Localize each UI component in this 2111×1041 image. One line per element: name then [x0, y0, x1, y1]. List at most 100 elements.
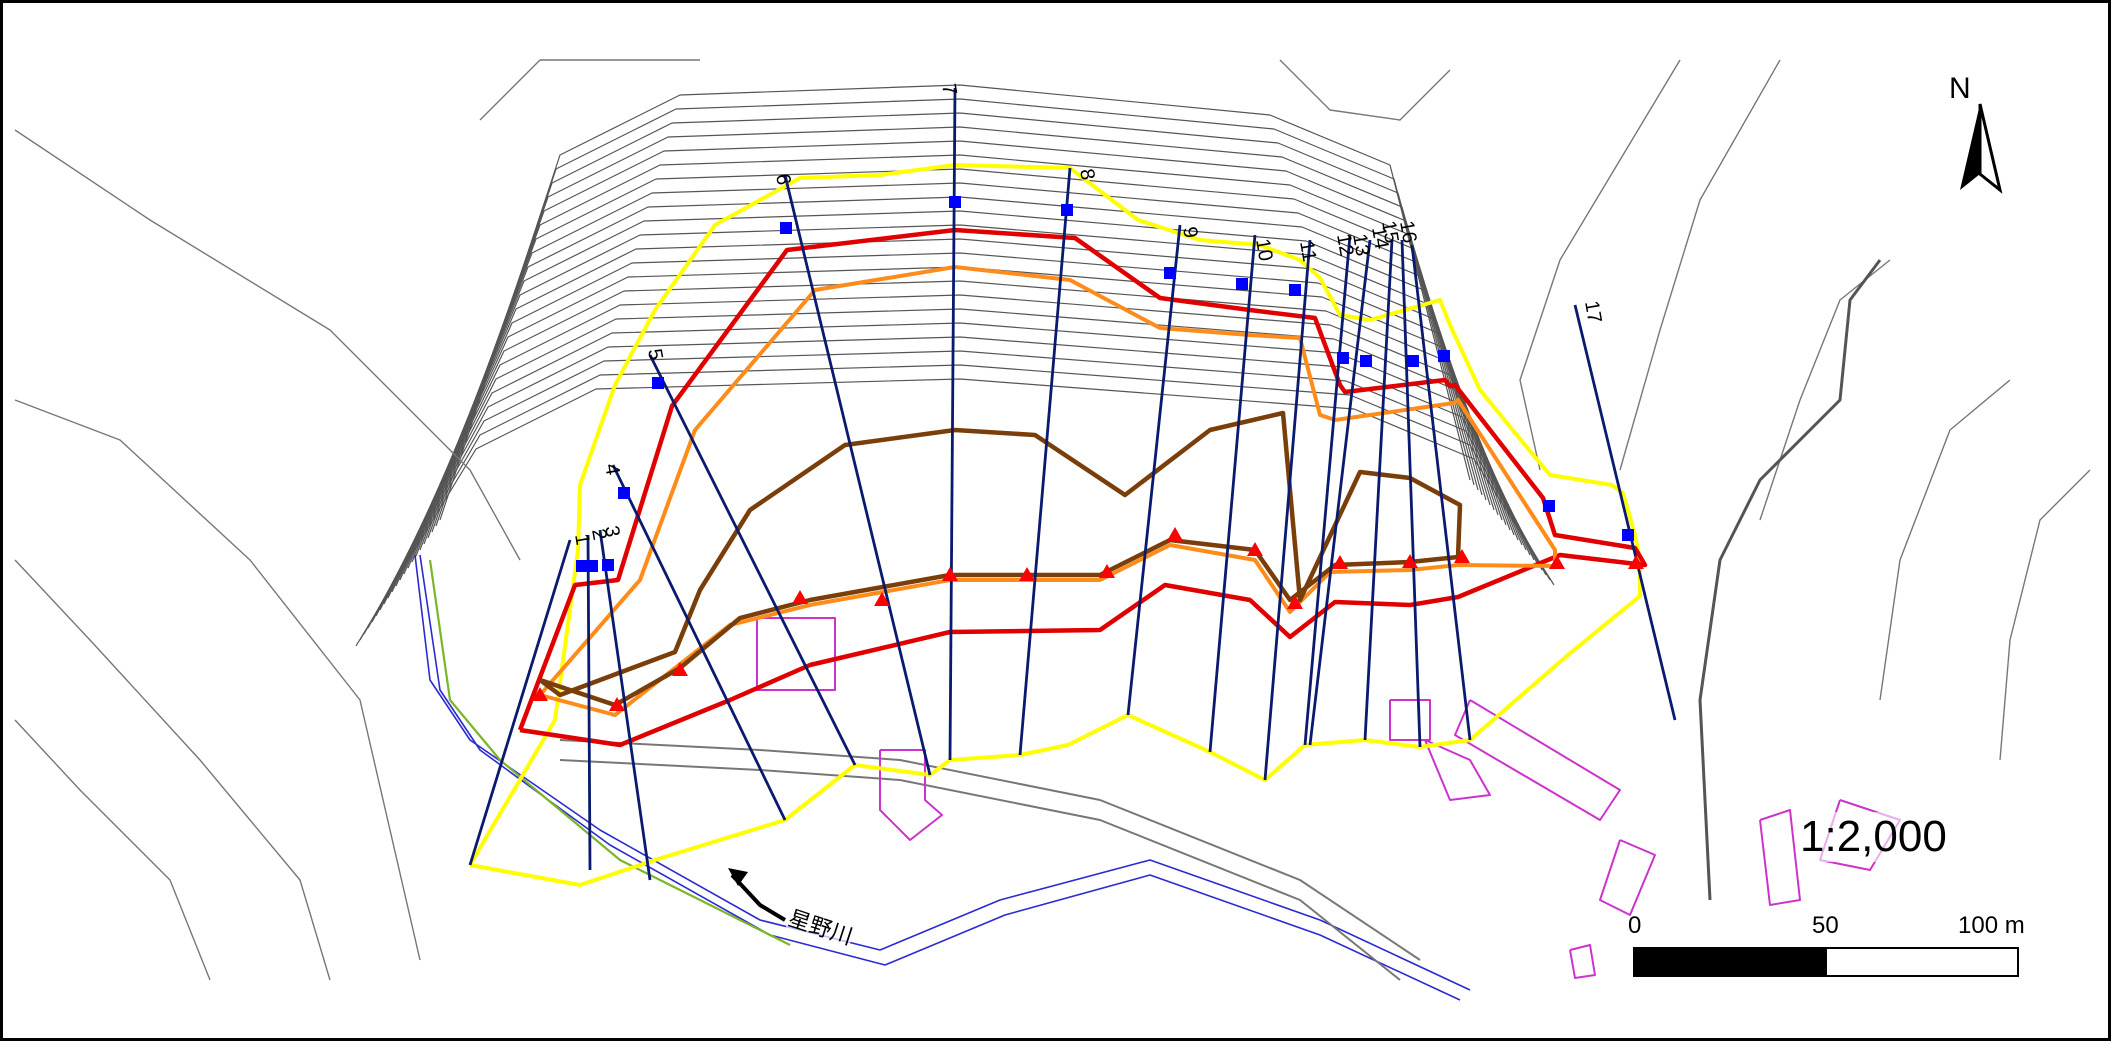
- toe-marker: [609, 697, 625, 711]
- markers: [532, 196, 1644, 711]
- survey-line: [1263, 239, 1312, 781]
- contour-line: [1999, 469, 2091, 761]
- top-marker: [652, 377, 664, 389]
- brown-slip-line: [538, 410, 1463, 708]
- scale-bar: [1633, 947, 2019, 977]
- roads-and-river: [414, 259, 1882, 1001]
- contour-line: [1619, 59, 1781, 471]
- contour-line: [399, 224, 1511, 581]
- top-marker: [576, 560, 588, 572]
- toe-marker: [1454, 549, 1470, 563]
- toe-marker: [874, 592, 890, 606]
- survey-line: [1363, 239, 1394, 741]
- building-outline: [879, 749, 943, 841]
- top-marker: [1337, 352, 1349, 364]
- survey-line-number: 8: [1075, 167, 1099, 182]
- survey-line: [468, 539, 572, 866]
- survey-line-number: 11: [1295, 239, 1320, 263]
- survey-line: [1208, 234, 1257, 753]
- contour-line: [359, 364, 1551, 641]
- building-outline: [1599, 839, 1656, 916]
- landslide-boundaries: [468, 163, 1648, 887]
- survey-lines: [468, 87, 1677, 881]
- survey-line-number: 5: [643, 347, 667, 362]
- top-marker: [949, 196, 961, 208]
- contour-line: [411, 182, 1499, 563]
- contour-line: [14, 129, 521, 561]
- contour-line: [375, 308, 1535, 617]
- survey-line: [1018, 167, 1072, 756]
- toe-marker: [1287, 595, 1303, 609]
- survey-line: [948, 87, 957, 761]
- survey-line: [1303, 234, 1352, 746]
- scale-tick-0: 0: [1628, 912, 1642, 939]
- road-line: [559, 739, 1421, 961]
- top-marker: [586, 560, 598, 572]
- survey-line-number: 4: [600, 462, 624, 477]
- contour-line: [363, 350, 1547, 635]
- survey-line-number: 3: [600, 524, 624, 539]
- north-arrow-icon: [1960, 103, 2003, 194]
- scale-ratio: 1:2,000: [1800, 812, 1947, 862]
- toe-marker: [1099, 564, 1115, 578]
- contour-line: [367, 336, 1543, 629]
- contour-line: [403, 210, 1507, 575]
- outer-boundary-line: [468, 163, 1642, 887]
- top-marker: [618, 487, 630, 499]
- top-marker: [1061, 204, 1073, 216]
- contour-line: [1279, 59, 1451, 121]
- survey-line-number: 2: [587, 527, 611, 542]
- survey-line: [1573, 304, 1677, 721]
- contour-line: [439, 84, 1471, 521]
- contour-line: [427, 126, 1483, 539]
- contour-line: [379, 294, 1531, 611]
- survey-line-number: 13: [1348, 232, 1374, 258]
- building-outline: [1424, 739, 1491, 801]
- building-outline: [1759, 809, 1801, 906]
- survey-line-number: 17: [1580, 299, 1606, 325]
- toe-marker: [792, 590, 808, 604]
- building-outline: [1569, 944, 1596, 979]
- contour-line: [14, 399, 421, 961]
- building-outline: [1454, 699, 1621, 821]
- contour-line: [395, 238, 1515, 587]
- survey-line-number: 16: [1395, 219, 1421, 245]
- red-slip-line: [517, 227, 1648, 748]
- orange-slip-line: [538, 265, 1557, 717]
- toe-marker: [1019, 567, 1035, 581]
- scale-tick-50: 50: [1812, 912, 1839, 939]
- top-marker: [780, 222, 792, 234]
- toe-marker: [1402, 554, 1418, 568]
- survey-line-number: 1: [570, 532, 594, 547]
- toe-marker: [672, 662, 688, 676]
- river-flow-arrow-icon: [728, 868, 787, 922]
- survey-line: [1410, 244, 1472, 741]
- north-label: N: [1949, 72, 1971, 105]
- contour-line: [419, 154, 1491, 551]
- contour-line: [479, 59, 700, 121]
- top-marker: [1360, 355, 1372, 367]
- survey-line-number: 15: [1377, 219, 1403, 245]
- contour-line: [383, 280, 1527, 605]
- contour-line: [423, 140, 1487, 545]
- survey-line-number: 10: [1251, 237, 1277, 263]
- survey-line: [586, 534, 592, 871]
- building-outline: [756, 617, 836, 691]
- top-marker: [1236, 278, 1248, 290]
- road-line: [559, 759, 1401, 981]
- survey-line: [611, 464, 787, 821]
- contour-line: [1759, 259, 1891, 521]
- contour-line: [14, 719, 211, 981]
- survey-line-number: 9: [1178, 225, 1202, 240]
- contour-line: [435, 98, 1475, 527]
- survey-line-number: 7: [937, 82, 961, 97]
- toe-marker: [532, 687, 548, 701]
- building-outline: [1389, 699, 1431, 741]
- contour-lines: [14, 59, 2091, 981]
- contour-line: [1879, 379, 2011, 701]
- toe-marker: [1549, 555, 1565, 569]
